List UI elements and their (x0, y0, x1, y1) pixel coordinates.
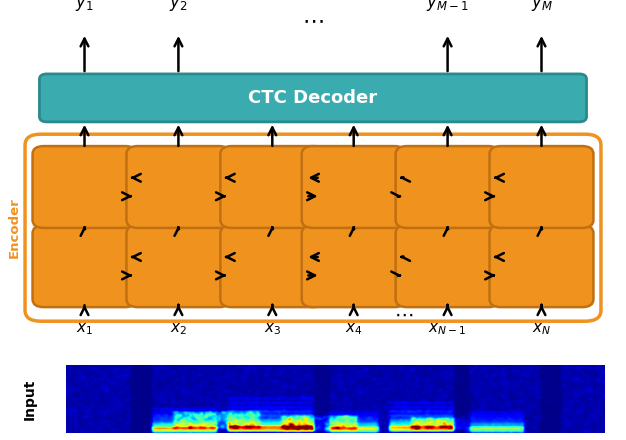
Text: $x_N$: $x_N$ (532, 321, 551, 337)
FancyBboxPatch shape (220, 225, 324, 307)
Text: $y_{M-1}$: $y_{M-1}$ (426, 0, 469, 13)
Text: CTC Decoder: CTC Decoder (249, 89, 377, 107)
Text: $x_{N-1}$: $x_{N-1}$ (428, 321, 467, 337)
Text: $\cdots$: $\cdots$ (394, 305, 413, 324)
FancyBboxPatch shape (33, 146, 136, 228)
Text: Input: Input (23, 378, 37, 420)
FancyBboxPatch shape (33, 225, 136, 307)
Text: $y_M$: $y_M$ (530, 0, 553, 13)
FancyBboxPatch shape (302, 225, 406, 307)
FancyBboxPatch shape (490, 146, 593, 228)
FancyBboxPatch shape (39, 74, 587, 122)
Text: $x_4$: $x_4$ (345, 321, 362, 337)
FancyBboxPatch shape (126, 225, 230, 307)
FancyBboxPatch shape (396, 225, 500, 307)
Text: $x_1$: $x_1$ (76, 321, 93, 337)
FancyBboxPatch shape (126, 146, 230, 228)
Text: Encoder: Encoder (8, 197, 20, 258)
FancyBboxPatch shape (25, 134, 601, 321)
Text: $x_2$: $x_2$ (170, 321, 187, 337)
Text: $\cdots$: $\cdots$ (302, 10, 324, 30)
Text: $x_3$: $x_3$ (264, 321, 281, 337)
Text: $y_2$: $y_2$ (169, 0, 188, 13)
FancyBboxPatch shape (490, 225, 593, 307)
FancyBboxPatch shape (220, 146, 324, 228)
Text: $y_1$: $y_1$ (75, 0, 94, 13)
FancyBboxPatch shape (302, 146, 406, 228)
FancyBboxPatch shape (396, 146, 500, 228)
